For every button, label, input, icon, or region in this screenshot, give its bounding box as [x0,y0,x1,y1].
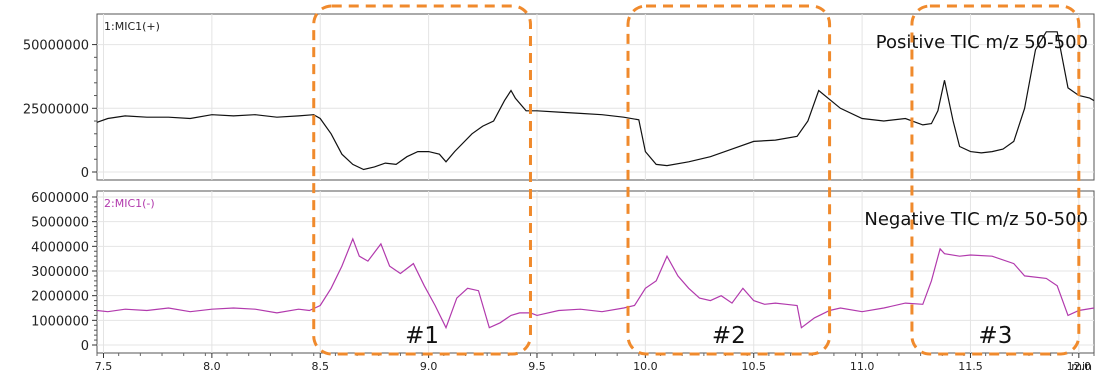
positive-y-tick-label: 50000000 [23,39,89,54]
region-box-2 [626,4,832,356]
positive-y-tick-label: 25000000 [23,102,89,117]
time-x-axis: 7.5 8.0 8.5 9.0 9.5 10.0 10.5 11.0 11.5 12.0 [95,353,1095,373]
negative-y-tick-label: 4000000 [31,240,89,255]
positive-panel-title: Positive TIC m/z 50-500 [876,32,1088,53]
positive-panel-label: 1:MIC1(+) [104,20,160,33]
negative-tic-panel: 0 1000000 2000000 3000000 4000000 5000000 6000… [31,190,1095,354]
negative-y-tick-label: 0 [81,339,89,354]
positive-tic-series-line [96,31,1095,171]
negative-panel-frame [96,190,1095,354]
negative-y-tick-label: 6000000 [31,191,89,206]
x-tick-label: 9.0 [420,360,438,373]
x-tick-label: 12.0 [1067,360,1092,373]
positive-panel-frame [96,13,1095,181]
negative-y-tick-label: 5000000 [31,216,89,231]
positive-tic-panel: 0 25000000 50000000 1:MIC1(+) Positive TIC … [23,13,1095,181]
negative-y-tick-label: 1000000 [31,314,89,329]
negative-y-axis: 0 1000000 2000000 3000000 4000000 5000000 6000… [31,191,97,354]
region-label-2: #2 [712,323,746,349]
negative-panel-title: Negative TIC m/z 50-500 [864,209,1088,230]
x-tick-label: 8.0 [203,360,221,373]
negative-y-tick-label: 2000000 [31,290,89,305]
x-tick-label: 10.0 [633,360,658,373]
negative-tic-series-line [96,237,1095,330]
x-tick-label: 8.5 [311,360,329,373]
region-box-1 [312,4,532,356]
negative-y-tick-label: 3000000 [31,265,89,280]
x-tick-label: 7.5 [95,360,113,373]
negative-grid [97,191,1094,353]
x-tick-label: 11.5 [958,360,983,373]
positive-y-axis: 0 25000000 50000000 [23,39,97,181]
x-tick-label: 10.5 [741,360,766,373]
highlight-regions: #1 #2 #3 [312,4,1081,356]
negative-panel-label: 2:MIC1(-) [104,197,155,210]
x-axis-unit-label: min [1071,360,1092,373]
x-tick-label: 9.5 [528,360,546,373]
region-label-1: #1 [405,323,439,349]
x-tick-label: 11.0 [850,360,875,373]
region-box-3 [910,4,1081,356]
region-label-3: #3 [978,323,1012,349]
positive-y-tick-label: 0 [81,166,89,181]
